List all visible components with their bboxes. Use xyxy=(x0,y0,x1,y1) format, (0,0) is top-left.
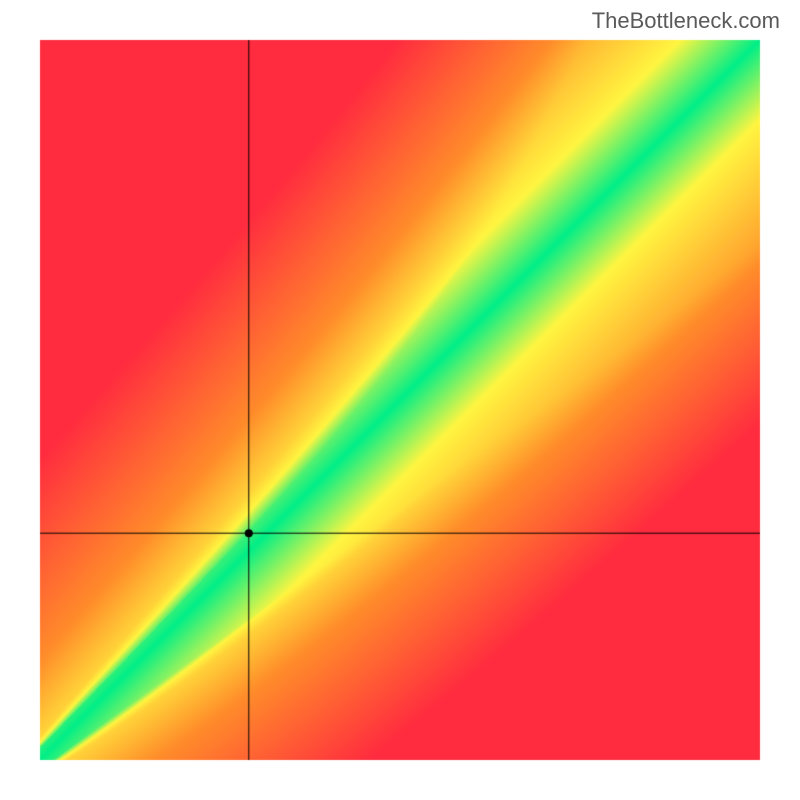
watermark-text: TheBottleneck.com xyxy=(592,8,780,34)
heatmap-canvas xyxy=(0,0,800,800)
chart-container: TheBottleneck.com xyxy=(0,0,800,800)
